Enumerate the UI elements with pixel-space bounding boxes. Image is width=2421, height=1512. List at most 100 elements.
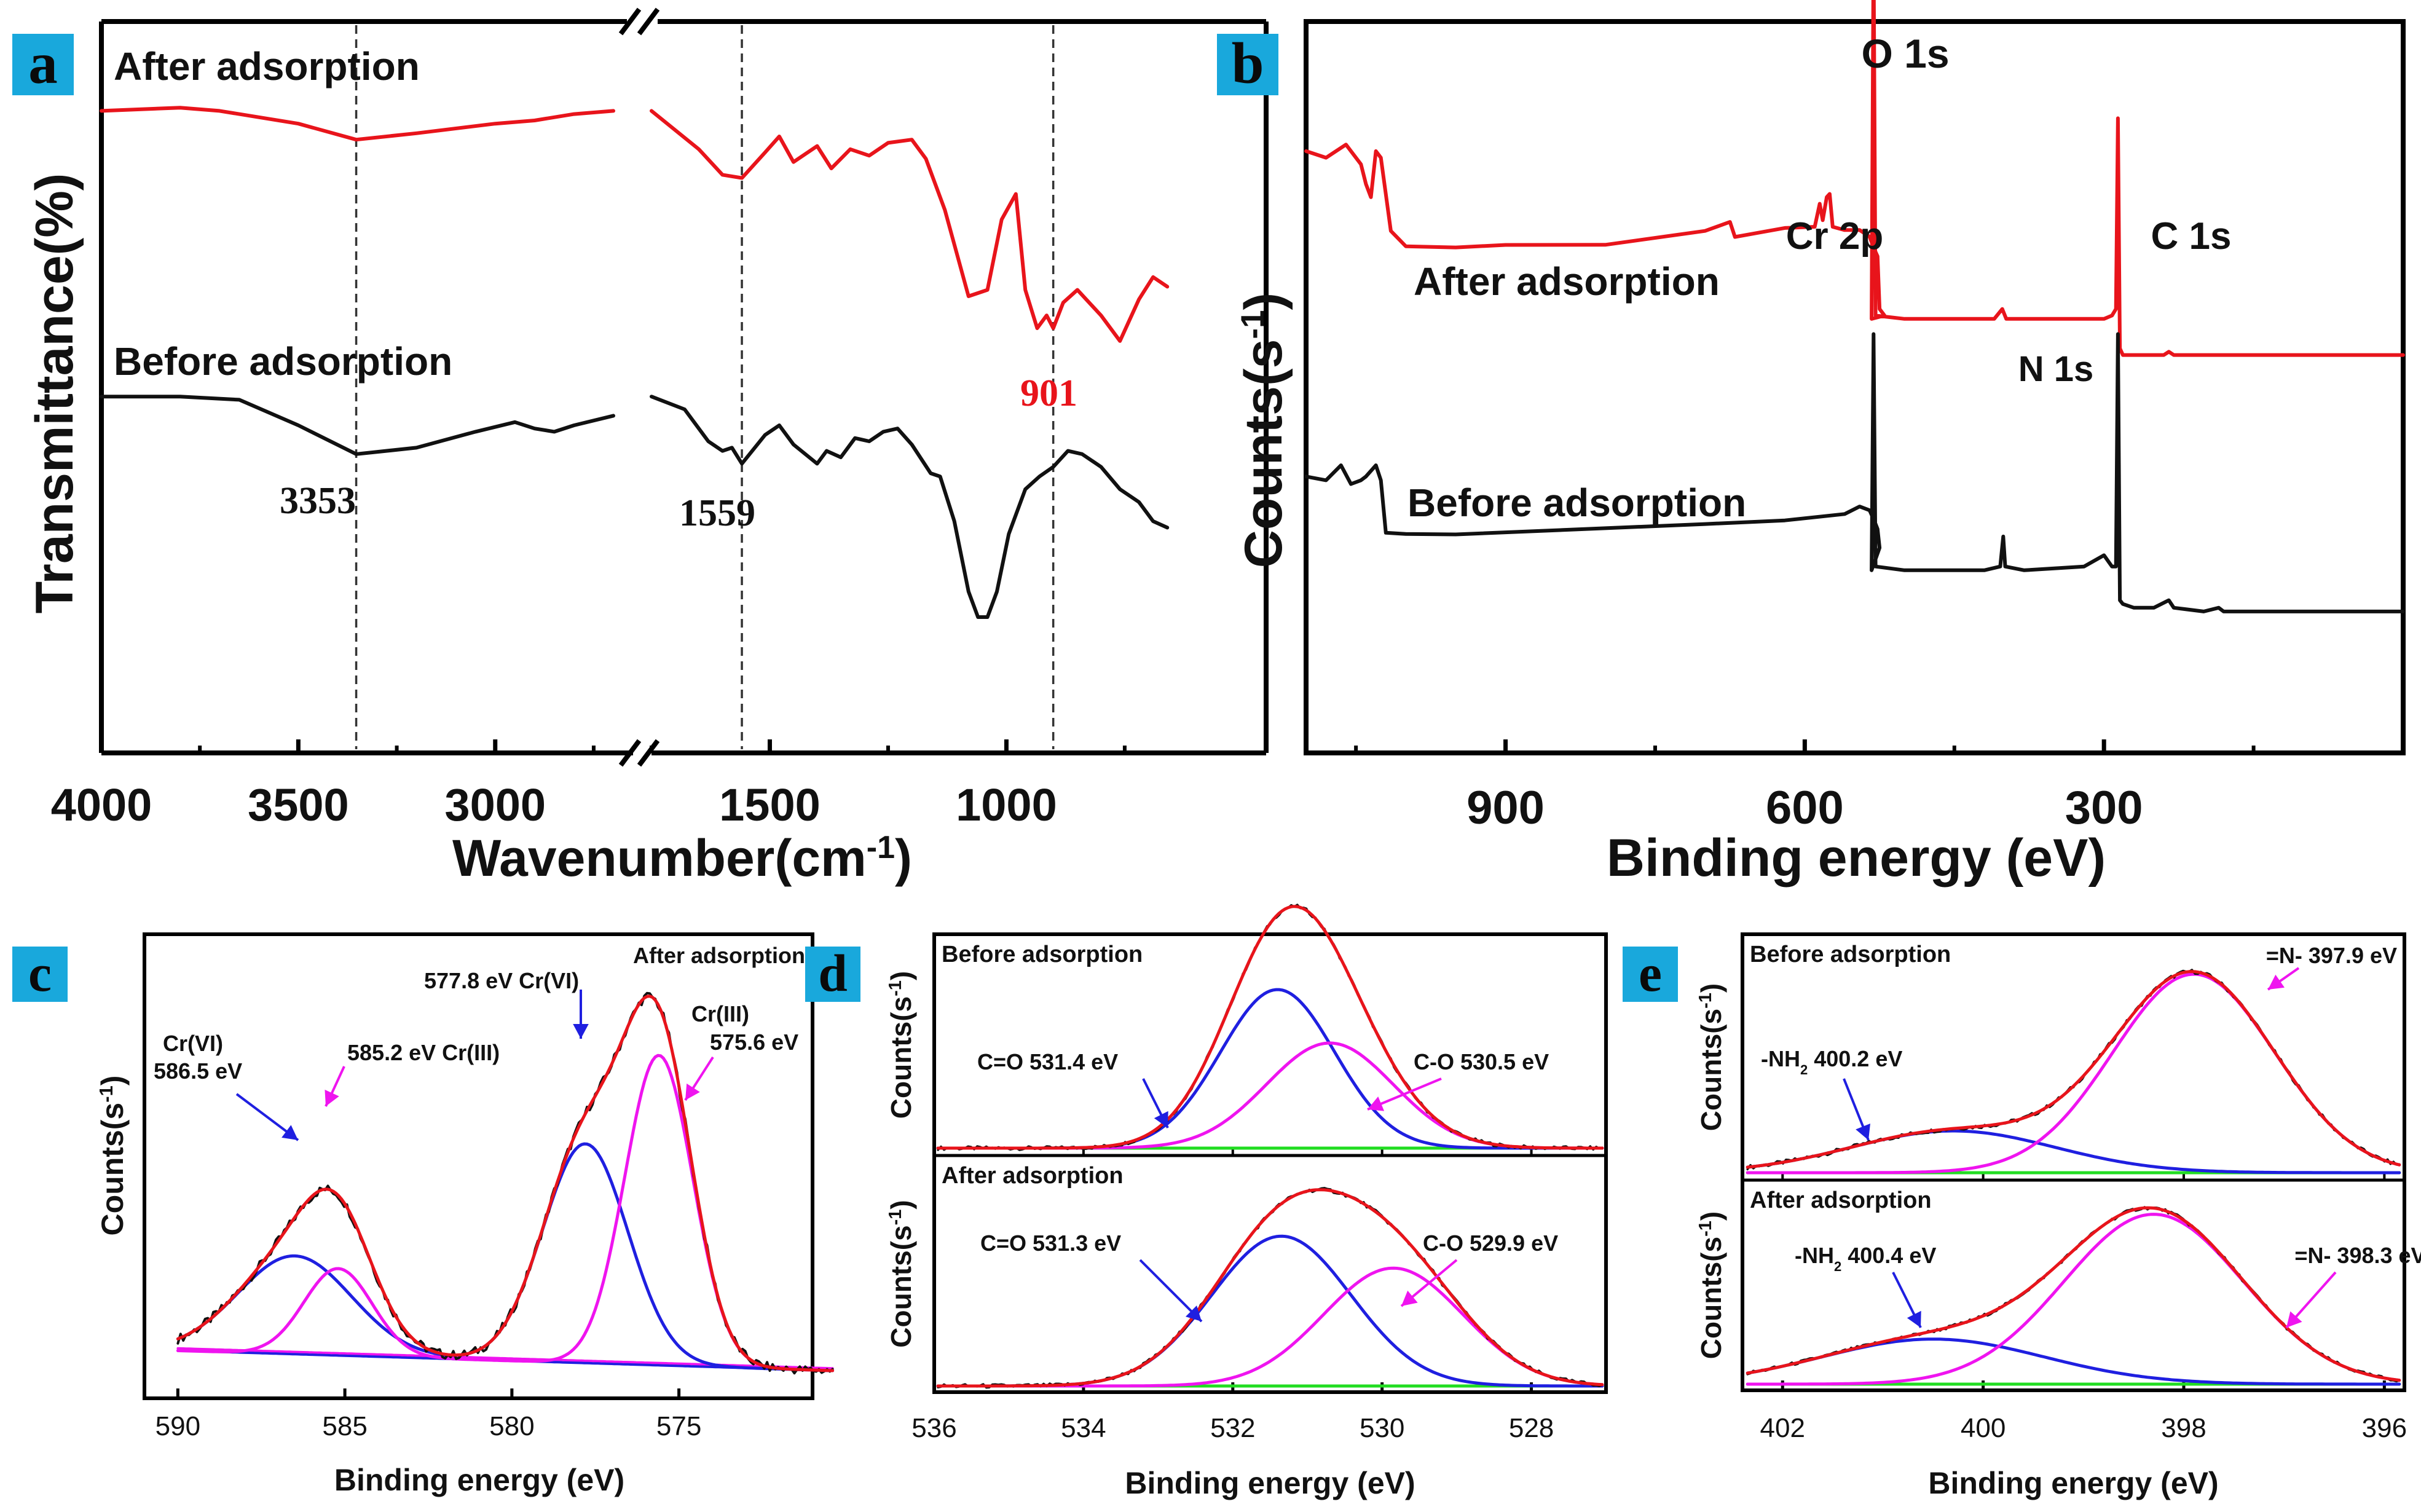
panel-e-ylabel-0-part-2: )	[1695, 983, 1727, 993]
panel-b-series-before	[1304, 332, 2405, 613]
panel-e-ylabel-0: Counts(s-1)	[1695, 983, 1727, 1131]
panel-d-peak-label-co-double-after: C=O 531.3 eV	[980, 1230, 1121, 1256]
panel-a-annotation-3353: 3353	[280, 480, 356, 522]
panel-b-xtick-label: 900	[1466, 782, 1545, 834]
panel-c-frame	[143, 932, 814, 1400]
panel-b-ylabel-part-0: Counts(s	[1234, 339, 1293, 569]
panel-b-xtick-label: 300	[2065, 782, 2143, 834]
panel-b-peak-label-cr2p: Cr 2p	[1786, 215, 1883, 258]
panel-c-arrow-cr3-a-head	[325, 1089, 339, 1106]
panel-c-ylabel-part-0: Counts(s	[95, 1103, 130, 1236]
panel-d-arrow-1-blue-head	[1185, 1305, 1202, 1321]
panel-c-xtick-label: 590	[155, 1411, 200, 1441]
panel-e-arrow-1-magenta-head	[2286, 1311, 2302, 1328]
panel-a-series-after-right	[650, 109, 1170, 343]
panel-a-series-label-before: Before adsorption	[114, 339, 452, 384]
panel-a-xtick-label: 3000	[444, 779, 546, 830]
panel-a-break-mark-top-2	[637, 7, 660, 36]
panel-a-series-before-left	[100, 395, 615, 456]
panel-a-annotation-1559: 1559	[679, 492, 755, 534]
panel-d-ylabel-1-part-2: )	[885, 1200, 917, 1209]
panel-a-xtick-label: 4000	[51, 779, 152, 830]
panel-a-ylabel: Transmittance(%)	[25, 173, 84, 614]
panel-a-series-label-after: After adsorption	[114, 44, 420, 89]
panel-b-ylabel-part-1: -1	[1235, 310, 1271, 339]
panel-e-peak-label-nh2-before-part-2: 400.2 eV	[1808, 1046, 1902, 1071]
panel-d-xtick-label: 536	[911, 1413, 956, 1443]
panel-d-xtick-label: 528	[1509, 1413, 1554, 1443]
panel-badge-bg	[805, 947, 860, 1002]
panel-badge-bg	[12, 34, 74, 95]
panel-c-arrow-cr6-a-head	[281, 1125, 298, 1140]
panel-badge-label: c	[28, 945, 52, 1002]
panel-e-subplot-title-1: After adsorption	[1750, 1187, 1932, 1213]
panel-a-break-mark-top-1	[618, 7, 642, 36]
panel-e-xtick-label: 398	[2161, 1413, 2206, 1443]
panel-a-annotation-901: 901	[1020, 372, 1077, 414]
panel-c-xtick-label: 580	[489, 1411, 534, 1441]
panel-b-series-after	[1304, 0, 2405, 357]
panel-d-xtick-label: 532	[1210, 1413, 1255, 1443]
panel-e-peak-label-n-before: =N- 397.9 eV	[2266, 943, 2397, 968]
panel-e-component-blue-0	[1746, 1129, 2401, 1175]
panel-c-label-cr6-b: 577.8 eV Cr(VI)	[424, 968, 579, 993]
panel-d-fit-1	[936, 1188, 1604, 1388]
panel-badge-bg	[1217, 34, 1278, 95]
panel-c-arrow-cr6-b-head	[573, 1024, 589, 1039]
panel-a-series-before-right	[650, 395, 1170, 619]
panel-d-ylabel-0-part-1: -1	[886, 980, 905, 996]
panel-e-peak-label-nh2-after-part-2: 400.4 eV	[1841, 1243, 1936, 1268]
panel-a-xtick-label: 1000	[956, 779, 1057, 830]
panel-b-frame	[1304, 19, 2406, 755]
panel-e-xtick-label: 400	[1961, 1413, 2006, 1443]
panel-e-arrow-0-blue-head	[1856, 1123, 1870, 1140]
panel-a-xlabel-part-1: -1	[867, 830, 895, 865]
panel-d-component-magenta-1	[936, 1266, 1604, 1388]
panel-d-xlabel: Binding energy (eV)	[1125, 1466, 1415, 1500]
panel-d-raw-1	[937, 1187, 1604, 1389]
panel-b-ylabel: Counts(s-1)	[1234, 293, 1293, 568]
panel-e-ylabel-1-part-1: -1	[1696, 1221, 1715, 1237]
panel-c-background-magenta	[176, 1347, 834, 1370]
panel-c-label-cr3-b-energy: 575.6 eV	[710, 1030, 798, 1055]
panel-b-series-label-before: Before adsorption	[1407, 481, 1746, 525]
panel-d-ylabel-1-part-1: -1	[886, 1210, 905, 1226]
panel-d-ylabel-0-part-2: )	[885, 971, 917, 980]
panel-d-ylabel-1-part-0: Counts(s	[885, 1225, 917, 1347]
panel-e-ylabel-1-part-2: )	[1695, 1211, 1727, 1221]
panel-d-ylabel-0-part-0: Counts(s	[885, 996, 917, 1119]
panel-c-label-cr3-a: 585.2 eV Cr(III)	[347, 1040, 500, 1065]
panel-a-break-mark-bottom-2	[637, 739, 660, 767]
panel-e-arrow-1-blue-head	[1907, 1310, 1921, 1328]
panel-d-peak-label-co-double: C=O 531.4 eV	[977, 1049, 1118, 1074]
panel-d-fit-0	[936, 905, 1604, 1150]
panel-c-xlabel: Binding energy (eV)	[334, 1463, 624, 1497]
panel-badge-label: a	[28, 31, 58, 96]
panel-c-envelope-fit	[176, 994, 835, 1372]
panel-d-xtick-label: 530	[1360, 1413, 1404, 1443]
panel-e-peak-label-nh2-before-part-1: 2	[1800, 1062, 1808, 1077]
panel-e-xtick-label: 402	[1760, 1413, 1805, 1443]
panel-c-xtick-label: 575	[656, 1411, 701, 1441]
panel-e-arrow-0-magenta-head	[2268, 974, 2285, 990]
panel-badge-label: e	[1639, 945, 1662, 1002]
panel-d-peak-label-co-single: C-O 530.5 eV	[1414, 1049, 1549, 1074]
panel-d-peak-label-co-single-after: C-O 529.9 eV	[1423, 1230, 1558, 1256]
panel-e-component-blue-1	[1746, 1337, 2401, 1386]
panel-d-component-blue-1	[936, 1234, 1604, 1388]
panel-d-subplot-title-0: Before adsorption	[942, 942, 1143, 967]
panel-b-series-label-after: After adsorption	[1414, 259, 1720, 304]
panel-d-frame	[932, 932, 1608, 1394]
panel-a-xlabel: Wavenumber(cm-1)	[452, 829, 912, 887]
panel-e-peak-label-nh2-before-part-0: -NH	[1761, 1046, 1800, 1071]
panel-e-ylabel-1-part-0: Counts(s	[1695, 1237, 1727, 1359]
panel-badge-label: d	[818, 945, 848, 1002]
panel-e-raw-1	[1746, 1206, 2401, 1383]
panel-e-component-magenta-1	[1746, 1213, 2401, 1386]
panel-e-peak-label-nh2-after-part-1: 2	[1834, 1259, 1841, 1274]
panel-b-peak-label-n1s: N 1s	[2018, 349, 2094, 389]
panel-d-arrow-0-blue-head	[1154, 1111, 1168, 1128]
panel-c-xtick-label: 585	[322, 1411, 367, 1441]
panel-e-xtick-label: 396	[2362, 1413, 2407, 1443]
